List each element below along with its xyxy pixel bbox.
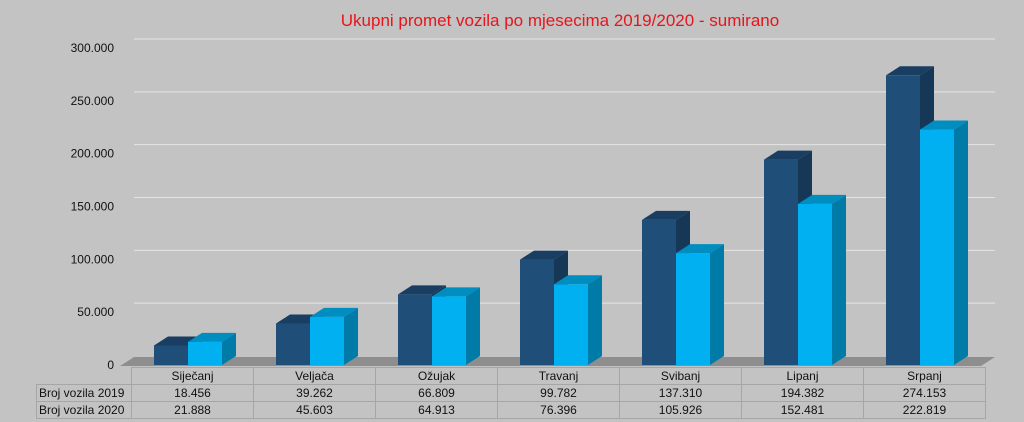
y-tick-label: 300.000 (71, 41, 115, 55)
data-label: 45.603 (253, 401, 376, 419)
data-label: 222.819 (863, 401, 986, 419)
bar-top (432, 287, 480, 297)
data-label: 137.310 (619, 384, 742, 402)
data-label: 152.481 (741, 401, 864, 419)
data-label: 21.888 (131, 401, 254, 419)
bar-2020 (920, 129, 954, 365)
bar-2019 (154, 345, 188, 365)
y-tick-label: 0 (107, 358, 114, 372)
data-label: 64.913 (375, 401, 498, 419)
bar-2020 (554, 284, 588, 365)
data-label: 194.382 (741, 384, 864, 402)
bar-top (886, 66, 934, 76)
bar-side (344, 307, 358, 365)
bar-2019 (520, 259, 554, 365)
table-row-2019: Broj vozila 2019 18.456 39.262 66.809 99… (36, 384, 986, 402)
bar-top (798, 194, 846, 204)
chart-title: Ukupni promet vozila po mjesecima 2019/2… (340, 11, 780, 30)
category-label: Siječanj (131, 367, 254, 385)
category-label: Svibanj (619, 367, 742, 385)
bar-top (642, 210, 690, 220)
category-label: Srpanj (863, 367, 986, 385)
category-label: Lipanj (741, 367, 864, 385)
data-label: 76.396 (497, 401, 620, 419)
bar-top (764, 150, 812, 160)
bar-2020 (310, 316, 344, 365)
bar-top (310, 307, 358, 317)
bar-2020 (188, 341, 222, 365)
data-label: 66.809 (375, 384, 498, 402)
bar-2019 (764, 159, 798, 365)
bar-side (466, 287, 480, 365)
bar-2019 (886, 75, 920, 366)
bar-top (554, 275, 602, 285)
bar-top (676, 244, 724, 254)
y-tick-label: 150.000 (71, 200, 115, 214)
table-header-row: Siječanj Veljača Ožujak Travanj Svibanj … (36, 367, 986, 385)
data-label: 18.456 (131, 384, 254, 402)
y-tick-label: 250.000 (71, 94, 115, 108)
bar-top (398, 285, 446, 295)
bar-2020 (432, 296, 466, 365)
category-label: Travanj (497, 367, 620, 385)
y-tick-label: 50.000 (77, 305, 114, 319)
data-label: 39.262 (253, 384, 376, 402)
data-label: 274.153 (863, 384, 986, 402)
bar-side (832, 194, 846, 365)
bar-top (188, 332, 236, 342)
category-label: Ožujak (375, 367, 498, 385)
bar-2019 (276, 323, 310, 365)
y-tick-label: 200.000 (71, 147, 115, 161)
bar-side (222, 332, 236, 365)
series-name-2020: Broj vozila 2020 (36, 401, 132, 419)
bar-side (954, 120, 968, 365)
bar-top (520, 250, 568, 260)
bar-top (920, 120, 968, 130)
data-label: 105.926 (619, 401, 742, 419)
bar-2020 (798, 203, 832, 365)
table-row-2020: Broj vozila 2020 21.888 45.603 64.913 76… (36, 401, 986, 419)
bar-side (710, 244, 724, 365)
category-label: Veljača (253, 367, 376, 385)
data-table: Siječanj Veljača Ožujak Travanj Svibanj … (36, 367, 986, 419)
series-name-2019: Broj vozila 2019 (36, 384, 132, 402)
bar-2019 (398, 294, 432, 365)
data-label: 99.782 (497, 384, 620, 402)
table-corner (36, 367, 132, 385)
y-tick-label: 100.000 (71, 252, 115, 266)
bar-side (588, 275, 602, 365)
bar-2019 (642, 219, 676, 365)
bar-2020 (676, 253, 710, 365)
